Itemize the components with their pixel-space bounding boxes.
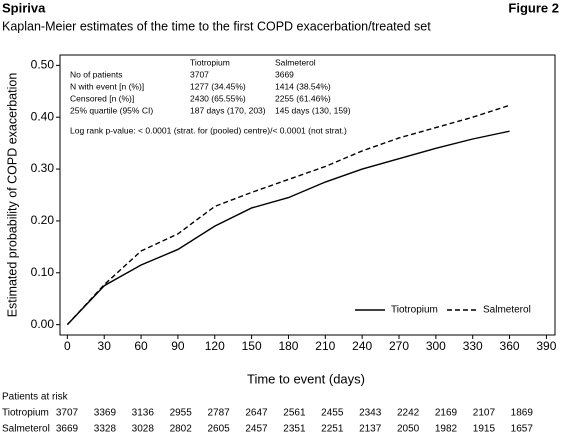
at-risk-count: 2343 xyxy=(359,408,382,419)
at-risk-count: 2351 xyxy=(283,424,306,434)
at-risk-title: Patients at risk xyxy=(2,392,69,403)
table-cell: Censored [n (%)] xyxy=(70,93,134,103)
table-cell: 1277 (34.45%) xyxy=(190,81,246,91)
at-risk-count: 2787 xyxy=(207,408,230,419)
at-risk-count: 3328 xyxy=(94,424,117,434)
x-tick-label: 360 xyxy=(500,339,520,353)
table-cell: No of patients xyxy=(70,69,122,79)
y-tick-label: 0.00 xyxy=(31,317,55,331)
y-axis-label: Estimated probability of COPD exacerbati… xyxy=(5,73,19,318)
at-risk-count: 3669 xyxy=(56,424,79,434)
table-cell: 3707 xyxy=(190,69,209,79)
table-cell: 1414 (38.54%) xyxy=(275,81,331,91)
at-risk-count: 2605 xyxy=(207,424,230,434)
x-tick-label: 210 xyxy=(315,339,335,353)
series-line xyxy=(66,104,510,326)
at-risk-count: 3369 xyxy=(94,408,117,419)
at-risk-count: 1869 xyxy=(511,408,534,419)
series-line xyxy=(66,130,510,326)
at-risk-count: 2242 xyxy=(397,408,420,419)
at-risk-count: 3028 xyxy=(132,424,155,434)
legend-label: Salmeterol xyxy=(483,305,531,316)
at-risk-count: 2251 xyxy=(321,424,344,434)
x-tick-label: 300 xyxy=(426,339,446,353)
y-tick-label: 0.30 xyxy=(31,161,55,175)
at-risk-count: 2107 xyxy=(473,408,496,419)
x-tick-label: 30 xyxy=(98,339,112,353)
y-tick-label: 0.50 xyxy=(31,58,55,72)
x-tick-label: 240 xyxy=(352,339,372,353)
x-tick-label: 90 xyxy=(171,339,185,353)
at-risk-count: 1982 xyxy=(435,424,458,434)
at-risk-count: 2802 xyxy=(170,424,193,434)
x-tick-label: 390 xyxy=(536,339,556,353)
at-risk-count: 3707 xyxy=(56,408,79,419)
at-risk-count: 2457 xyxy=(245,424,268,434)
brand: Spiriva xyxy=(2,0,46,15)
at-risk-count: 2561 xyxy=(283,408,306,419)
table-cell: 145 days (130, 159) xyxy=(275,105,351,115)
table-cell: 25% quartile (95% CI) xyxy=(70,105,153,115)
x-tick-label: 60 xyxy=(134,339,148,353)
y-tick-label: 0.40 xyxy=(31,109,55,123)
y-tick-label: 0.20 xyxy=(31,213,55,227)
table-cell: N with event [n (%)] xyxy=(70,81,144,91)
at-risk-count: 1915 xyxy=(473,424,496,434)
at-risk-count: 2137 xyxy=(359,424,382,434)
x-tick-label: 0 xyxy=(64,339,71,353)
y-tick-label: 0.10 xyxy=(31,265,55,279)
legend-label: Tiotropium xyxy=(391,305,438,316)
at-risk-count: 2647 xyxy=(245,408,268,419)
plot-frame xyxy=(59,54,556,336)
x-tick-label: 150 xyxy=(242,339,262,353)
x-tick-label: 120 xyxy=(205,339,225,353)
table-cell: 2430 (65.55%) xyxy=(190,93,246,103)
at-risk-name: Tiotropium xyxy=(2,408,49,419)
at-risk-count: 2955 xyxy=(170,408,193,419)
table-header: Tiotropium xyxy=(190,57,230,67)
chart-title: Kaplan-Meier estimates of the time to th… xyxy=(2,19,431,33)
table-header: Salmeterol xyxy=(275,57,316,67)
x-tick-label: 180 xyxy=(278,339,298,353)
at-risk-count: 1657 xyxy=(511,424,534,434)
at-risk-count: 2050 xyxy=(397,424,420,434)
at-risk-count: 2455 xyxy=(321,408,344,419)
table-cell: 2255 (61.46%) xyxy=(275,93,331,103)
table-note: Log rank p-value: < 0.0001 (strat. for (… xyxy=(70,125,347,135)
x-tick-label: 270 xyxy=(389,339,409,353)
x-tick-label: 330 xyxy=(463,339,483,353)
at-risk-count: 3136 xyxy=(132,408,155,419)
table-cell: 3669 xyxy=(275,69,294,79)
figure-label: Figure 2 xyxy=(508,0,559,15)
at-risk-count: 2169 xyxy=(435,408,458,419)
at-risk-name: Salmeterol xyxy=(2,424,50,434)
table-cell: 187 days (170, 203) xyxy=(190,105,266,115)
x-axis-label: Time to event (days) xyxy=(247,371,365,386)
